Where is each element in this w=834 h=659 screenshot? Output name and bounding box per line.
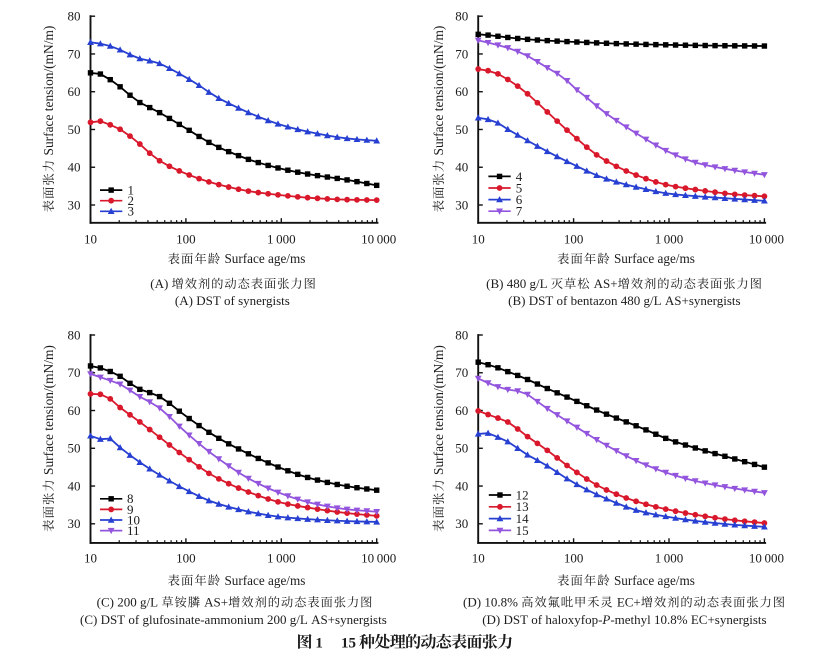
svg-text:30: 30 xyxy=(455,516,468,531)
svg-text:4: 4 xyxy=(516,169,523,184)
svg-text:2: 2 xyxy=(128,193,135,208)
svg-text:AS+: AS+ xyxy=(201,595,228,610)
svg-text:60: 60 xyxy=(455,84,468,99)
svg-text:80: 80 xyxy=(68,9,81,24)
svg-text:EC+: EC+ xyxy=(614,595,641,610)
svg-text:14: 14 xyxy=(516,511,530,526)
svg-text:1 000: 1 000 xyxy=(267,550,296,565)
svg-text:40: 40 xyxy=(68,160,81,175)
svg-text:15: 15 xyxy=(341,635,356,651)
svg-text:Surface age/ms: Surface age/ms xyxy=(611,251,695,266)
svg-text:100: 100 xyxy=(564,550,584,565)
svg-text:(C) DST of glufosinate-ammoniu: (C) DST of glufosinate-ammonium 200 g/L … xyxy=(80,612,387,627)
svg-text:(C) 200 g/L: (C) 200 g/L xyxy=(97,595,162,610)
svg-text:50: 50 xyxy=(455,122,468,137)
svg-text:Surface age/ms: Surface age/ms xyxy=(221,573,305,588)
svg-text:40: 40 xyxy=(455,160,468,175)
svg-text:15: 15 xyxy=(516,523,529,538)
svg-text:70: 70 xyxy=(455,46,468,61)
svg-text:(D) 10.8%: (D) 10.8% xyxy=(463,595,521,610)
svg-text:(B) 480 g/L: (B) 480 g/L xyxy=(486,276,551,291)
svg-text:1 000: 1 000 xyxy=(267,231,296,246)
svg-text:60: 60 xyxy=(455,403,468,418)
svg-text:70: 70 xyxy=(68,46,81,61)
svg-text:50: 50 xyxy=(68,122,81,137)
svg-text:11: 11 xyxy=(127,523,140,538)
svg-text:(B) DST of bentazon 480 g/L AS: (B) DST of bentazon 480 g/L AS+synergist… xyxy=(508,293,740,308)
svg-text:70: 70 xyxy=(68,365,81,380)
svg-text:Surface age/ms: Surface age/ms xyxy=(221,251,305,266)
svg-text:10 000: 10 000 xyxy=(361,231,396,246)
svg-text:100: 100 xyxy=(564,231,584,246)
svg-text:100: 100 xyxy=(176,231,196,246)
svg-text:3: 3 xyxy=(128,204,135,219)
svg-text:30: 30 xyxy=(455,197,468,212)
svg-text:10 000: 10 000 xyxy=(749,550,784,565)
svg-text:1 000: 1 000 xyxy=(655,231,684,246)
svg-text:30: 30 xyxy=(68,516,81,531)
svg-text:8: 8 xyxy=(127,491,134,506)
svg-text:Surface tension/(mN/m): Surface tension/(mN/m) xyxy=(431,345,446,478)
svg-text:13: 13 xyxy=(516,499,529,514)
svg-text:50: 50 xyxy=(455,441,468,456)
svg-text:1: 1 xyxy=(315,635,323,651)
svg-text:80: 80 xyxy=(455,327,468,342)
svg-text:P: P xyxy=(601,612,610,627)
svg-text:70: 70 xyxy=(455,365,468,380)
svg-text:50: 50 xyxy=(68,441,81,456)
svg-text:10: 10 xyxy=(472,231,485,246)
svg-text:1: 1 xyxy=(128,183,135,198)
svg-text:Surface tension/(mN/m): Surface tension/(mN/m) xyxy=(431,26,446,159)
svg-text:30: 30 xyxy=(68,197,81,212)
svg-text:Surface tension/(mN/m): Surface tension/(mN/m) xyxy=(41,345,56,478)
svg-text:5: 5 xyxy=(516,180,523,195)
svg-text:6: 6 xyxy=(516,192,523,207)
svg-text:7: 7 xyxy=(516,204,523,219)
svg-text:(A) DST of synergists: (A) DST of synergists xyxy=(175,293,290,308)
svg-text:10: 10 xyxy=(84,231,97,246)
svg-text:-methyl 10.8% EC+synergists: -methyl 10.8% EC+synergists xyxy=(610,612,766,627)
svg-text:10 000: 10 000 xyxy=(361,550,396,565)
svg-text:Surface tension/(mN/m): Surface tension/(mN/m) xyxy=(41,26,56,159)
svg-text:1 000: 1 000 xyxy=(655,550,684,565)
svg-text:AS+: AS+ xyxy=(590,276,617,291)
svg-text:Surface age/ms: Surface age/ms xyxy=(611,573,695,588)
svg-text:40: 40 xyxy=(455,478,468,493)
svg-text:10 000: 10 000 xyxy=(749,231,784,246)
svg-text:80: 80 xyxy=(68,327,81,342)
svg-text:10: 10 xyxy=(127,512,140,527)
svg-text:(A): (A) xyxy=(150,276,171,291)
svg-text:(D) DST of haloxyfop-: (D) DST of haloxyfop- xyxy=(482,612,602,627)
svg-text:60: 60 xyxy=(68,84,81,99)
svg-text:10: 10 xyxy=(472,550,485,565)
svg-text:12: 12 xyxy=(516,487,529,502)
svg-text:60: 60 xyxy=(68,403,81,418)
svg-text:10: 10 xyxy=(84,550,97,565)
svg-text:9: 9 xyxy=(127,502,134,517)
svg-text:40: 40 xyxy=(68,478,81,493)
svg-text:100: 100 xyxy=(176,550,196,565)
svg-text:80: 80 xyxy=(455,9,468,24)
